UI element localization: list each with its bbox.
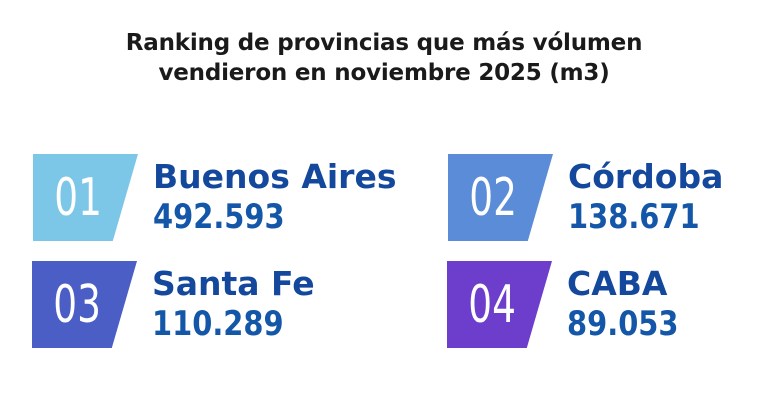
rank-number: 04 [468,274,517,335]
province-volume: 89.053 [567,303,679,344]
rank-badge: 03 [32,261,137,348]
ranking-item-buenos-aires: 01 Buenos Aires 492.593 [33,154,396,241]
rank-number: 03 [53,274,102,335]
ranking-labels: Santa Fe 110.289 [152,263,315,345]
ranking-labels: CABA 89.053 [567,263,698,345]
province-volume: 110.289 [152,303,284,344]
province-name: Córdoba [568,156,724,196]
province-volume: 492.593 [153,196,285,237]
chart-title: Ranking de provincias que más vólumen ve… [125,30,643,86]
ranking-labels: Buenos Aires 492.593 [153,156,397,238]
ranking-item-santa-fe: 03 Santa Fe 110.289 [32,261,315,348]
rank-badge: 04 [447,261,552,348]
ranking-labels: Córdoba 138.671 [568,156,724,238]
rank-badge: 02 [448,154,553,241]
rank-number: 01 [54,167,103,228]
ranking-item-caba: 04 CABA 89.053 [447,261,698,348]
province-volume: 138.671 [568,196,700,237]
province-name: CABA [567,263,668,303]
province-name: Santa Fe [152,263,315,303]
rank-number: 02 [469,167,518,228]
ranking-item-cordoba: 02 Córdoba 138.671 [448,154,723,241]
rank-badge: 01 [33,154,138,241]
province-name: Buenos Aires [153,156,397,196]
